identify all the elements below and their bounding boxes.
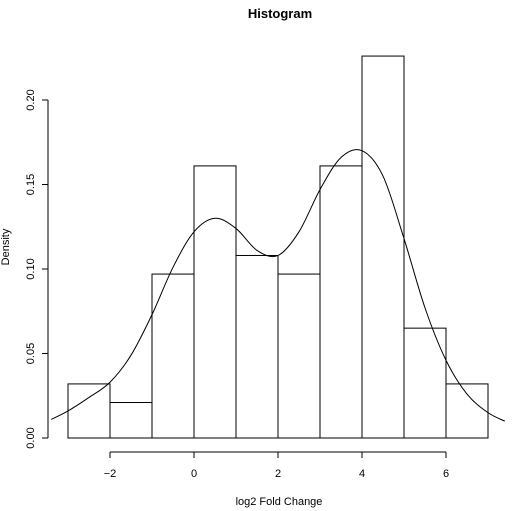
histogram-bar-10 xyxy=(445,383,489,439)
y-axis-label: Density xyxy=(0,228,12,265)
histogram-bar-9 xyxy=(403,327,447,439)
density-curve xyxy=(50,149,506,422)
y-tick-label: 0.05 xyxy=(25,343,37,364)
histogram-bar-5 xyxy=(235,254,279,439)
x-tick-label: 0 xyxy=(191,468,197,480)
y-axis: 0.00 0.05 0.10 0.15 0.20 xyxy=(25,89,49,449)
y-tick-label: 0.10 xyxy=(25,258,37,279)
x-tick-label: −2 xyxy=(104,468,117,480)
histogram-bar-3 xyxy=(151,273,195,439)
y-tick-label: 0.20 xyxy=(25,89,37,110)
histogram-bar-2 xyxy=(109,402,153,439)
x-tick-label: 4 xyxy=(359,468,365,480)
y-tick-label: 0.15 xyxy=(25,174,37,195)
x-axis-label: log2 Fold Change xyxy=(236,496,323,508)
y-tick-label: 0.00 xyxy=(25,427,37,448)
x-tick-label: 2 xyxy=(275,468,281,480)
histogram-bar-6 xyxy=(277,273,321,439)
bars-group xyxy=(67,55,489,439)
x-axis: −2 0 2 4 6 xyxy=(104,451,449,480)
histogram-bar-1 xyxy=(67,383,111,439)
histogram-bar-7 xyxy=(319,165,363,439)
chart-title: Histogram xyxy=(248,6,312,21)
histogram-bar-8 xyxy=(361,55,405,439)
x-tick-label: 6 xyxy=(443,468,449,480)
histogram-bar-4 xyxy=(193,165,237,439)
